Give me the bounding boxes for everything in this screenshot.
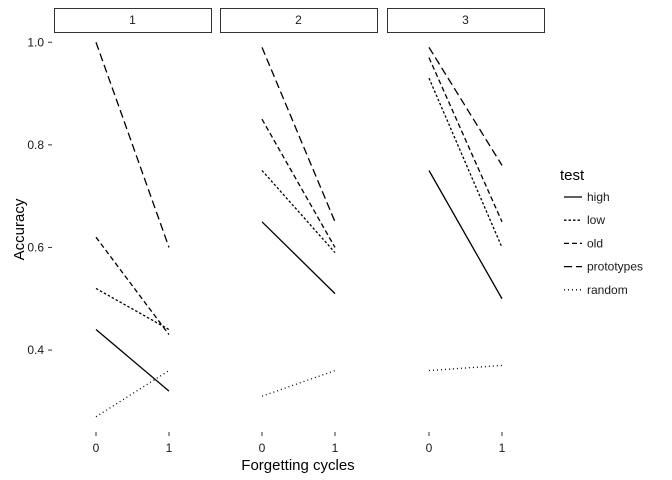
- y-axis-title: Accuracy: [11, 198, 28, 260]
- series-line-p2-low: [261, 170, 336, 254]
- facet-strip-label-2: 2: [295, 13, 302, 27]
- series-line-p1-low: [95, 287, 170, 331]
- facet-strip-label-1: 1: [129, 13, 136, 27]
- facet-strip-label-3: 3: [462, 13, 469, 27]
- x-axis-title: Forgetting cycles: [241, 457, 354, 474]
- y-tick-label-0: 0.4: [27, 343, 44, 357]
- series-line-p1-old: [95, 236, 170, 336]
- facet-strip-3: [387, 8, 545, 33]
- legend-label-old: old: [587, 236, 603, 250]
- y-tick-label-1: 0.6: [27, 240, 44, 254]
- x-tick-label-p2-0: 0: [259, 441, 266, 455]
- series-line-p2-high: [261, 221, 336, 295]
- x-tick-label-p1-1: 1: [166, 441, 173, 455]
- series-line-p3-old: [428, 57, 503, 223]
- series-line-p2-random: [261, 369, 336, 397]
- legend-title: test: [560, 167, 585, 184]
- legend-label-random: random: [587, 283, 628, 297]
- y-tick-label-2: 0.8: [27, 138, 44, 152]
- series-line-p2-prototypes: [261, 47, 336, 223]
- legend-label-high: high: [587, 190, 610, 204]
- y-tick-label-3: 1.0: [27, 35, 44, 49]
- series-line-p3-high: [428, 170, 503, 300]
- series-line-p3-prototypes: [428, 47, 503, 166]
- series-line-p1-random: [95, 370, 170, 418]
- series-line-p3-low: [428, 77, 503, 248]
- legend-label-prototypes: prototypes: [587, 260, 643, 274]
- x-tick-label-p1-0: 0: [93, 441, 100, 455]
- series-line-p3-random: [428, 364, 503, 372]
- facet-strip-2: [220, 8, 378, 33]
- series-line-p1-prototypes: [95, 42, 170, 248]
- x-tick-label-p3-0: 0: [426, 441, 433, 455]
- facet-strip-1: [54, 8, 212, 33]
- x-tick-label-p2-1: 1: [332, 441, 339, 455]
- x-tick-label-p3-1: 1: [499, 441, 506, 455]
- legend-label-low: low: [587, 213, 605, 227]
- series-line-p2-old: [261, 118, 336, 248]
- series-line-p1-high: [95, 329, 170, 392]
